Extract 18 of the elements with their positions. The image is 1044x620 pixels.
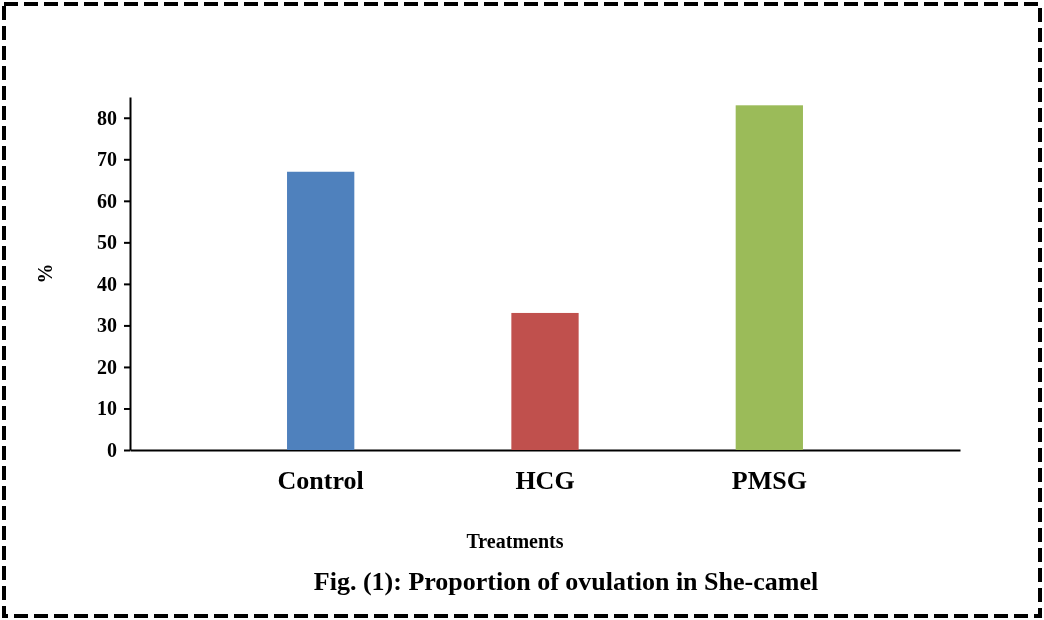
bar <box>735 105 803 450</box>
y-tick-label: 60 <box>97 189 117 212</box>
y-tick-label: 70 <box>97 148 117 171</box>
y-tick-label: 80 <box>97 106 117 129</box>
text: Fig. (1): Proportion of ovulation in She-camel <box>313 567 819 596</box>
y-tick-label: 10 <box>97 397 117 420</box>
x-tick-label: Control <box>277 466 364 496</box>
y-tick-label: 20 <box>97 355 117 378</box>
bar <box>287 171 355 450</box>
x-tick-label: PMSG <box>731 466 807 496</box>
x-tick-label: HCG <box>515 466 575 496</box>
bar <box>511 312 579 450</box>
y-tick-label: 30 <box>97 314 117 337</box>
x-axis-title: Treatments <box>466 530 564 552</box>
y-tick-label: 0 <box>107 438 117 461</box>
y-tick-label: 50 <box>97 231 117 254</box>
y-axis-title: % <box>34 263 56 284</box>
y-tick-label: 40 <box>97 272 117 295</box>
